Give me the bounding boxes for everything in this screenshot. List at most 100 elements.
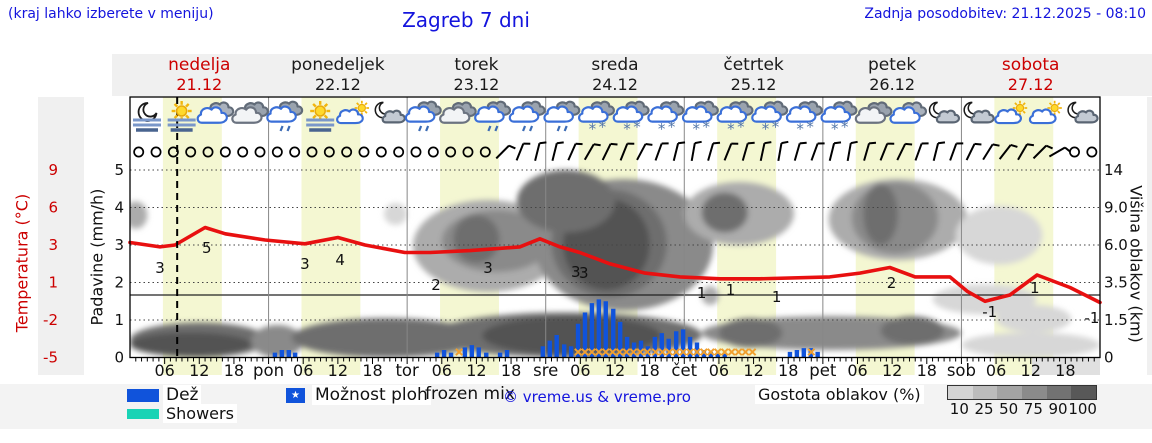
wind-barb-icon — [828, 141, 842, 161]
cloud-shape — [647, 105, 678, 123]
snow-mark: * — [831, 120, 839, 138]
frozen-mix-x — [594, 348, 603, 356]
hour-label: 06 — [986, 361, 1006, 380]
frozen-mix-x — [706, 348, 715, 356]
precip-bar — [448, 352, 454, 358]
wind-barb-staff — [932, 143, 940, 161]
wind-barb-tick — [508, 144, 516, 150]
cloud-blob — [453, 215, 500, 263]
cloud-icon — [439, 101, 477, 124]
frozen-mix-legend-label: frozen mix — [425, 384, 515, 404]
drizzle-mark — [494, 125, 499, 132]
wind-barb-icon — [810, 142, 825, 161]
day-abbrev-label: sob — [947, 361, 976, 380]
cloud-shape — [994, 108, 1022, 125]
precip-bar — [815, 351, 820, 358]
frozen-mix-x — [601, 348, 610, 356]
cloud-blob — [955, 206, 1043, 265]
day-name: sreda — [591, 55, 639, 75]
wind-barb-staff — [654, 143, 663, 161]
copyright-link[interactable]: © vreme.us & vreme.pro — [503, 388, 691, 406]
precip-bar — [638, 340, 644, 358]
cloud-shape — [970, 109, 995, 124]
day-date: 24.12 — [592, 75, 638, 94]
drizzle-mark — [529, 125, 534, 132]
sun-cloud-icon — [994, 100, 1028, 125]
precip-bar — [272, 352, 278, 358]
precip-bar — [575, 323, 581, 358]
cloud-blob — [291, 318, 483, 358]
precip-bar — [794, 350, 800, 358]
sun-fog-icon — [167, 101, 196, 132]
temperature-line — [128, 225, 1102, 305]
moon-fog-icon — [133, 102, 161, 132]
temp-value-label: -1 — [982, 303, 997, 321]
cloud-blob — [482, 316, 662, 355]
precip-bar — [596, 299, 602, 358]
temp-value-label: 1 — [1030, 279, 1040, 297]
sun-shape — [310, 101, 331, 121]
hour-label: 12 — [466, 361, 486, 380]
sun-ray — [173, 103, 179, 108]
day-header-strip — [112, 54, 1152, 96]
precip-tick-label: 4 — [114, 199, 124, 217]
wind-barb-icon — [965, 142, 982, 161]
cloud-density-legend-label: Gostota oblakov (%) — [755, 385, 924, 404]
wind-calm-icon — [202, 146, 214, 158]
precip-bar — [554, 335, 559, 358]
sun-ray — [356, 102, 360, 106]
wind-barb-staff — [672, 143, 680, 161]
hour-label: 12 — [743, 361, 763, 380]
sun-shape — [1047, 100, 1062, 116]
cloud-snow-icon: * * — [820, 100, 858, 138]
temp-value-label: 5 — [202, 239, 212, 257]
cloud-blob — [880, 316, 945, 345]
wind-barb-icon — [932, 141, 946, 161]
precipitation-bars — [272, 299, 820, 358]
wind-barb-icon — [1017, 143, 1035, 161]
sun-ray — [173, 114, 179, 119]
wind-barb-tick — [747, 141, 755, 145]
wind-barb-tick — [610, 142, 618, 146]
hour-label: 06 — [570, 361, 590, 380]
sun-disc — [1050, 103, 1059, 113]
wind-calm-icon — [150, 146, 162, 158]
wind-barb-icon — [759, 141, 772, 162]
wind-barb-staff — [619, 143, 629, 161]
wind-barb-tick — [905, 142, 913, 146]
wind-barb-staff — [741, 143, 749, 161]
snow-mark: * — [727, 120, 735, 138]
wind-barb-staff — [863, 143, 871, 161]
wind-calm-icon — [323, 146, 335, 158]
wind-barb-tick — [1045, 144, 1053, 150]
snow-mark: * — [762, 120, 770, 138]
wind-barb-icon — [619, 142, 635, 161]
wind-barb-tick — [539, 141, 547, 145]
day-abbrev-label: čet — [671, 361, 697, 380]
frozen-mix-x — [665, 348, 674, 356]
wind-barb-icon — [741, 141, 755, 161]
snow-mark: * — [841, 118, 849, 136]
wind-barb-staff — [914, 143, 923, 161]
wind-barb-staff — [495, 144, 510, 160]
frozen-mix-x — [629, 348, 638, 356]
frozen-mix-x — [587, 348, 596, 356]
precip-bar — [504, 350, 510, 358]
cloud-blob — [701, 192, 748, 233]
sun-cloud-icon — [336, 100, 370, 125]
cloud-shape — [336, 108, 364, 125]
frozen-mix-markers — [455, 348, 816, 356]
wind-barb-staff — [846, 142, 852, 162]
wind-barb-icon — [863, 141, 877, 161]
cloud-shape — [612, 105, 644, 123]
precip-bar — [652, 336, 658, 358]
cloud-blob — [251, 325, 304, 358]
precip-bar — [462, 347, 468, 358]
temp-value-label: 3 — [571, 263, 581, 281]
wind-barb-staff — [583, 143, 595, 161]
hour-label: 12 — [328, 361, 348, 380]
temp-value-label: 3 — [483, 259, 493, 277]
wind-barb-icon — [1032, 144, 1053, 160]
